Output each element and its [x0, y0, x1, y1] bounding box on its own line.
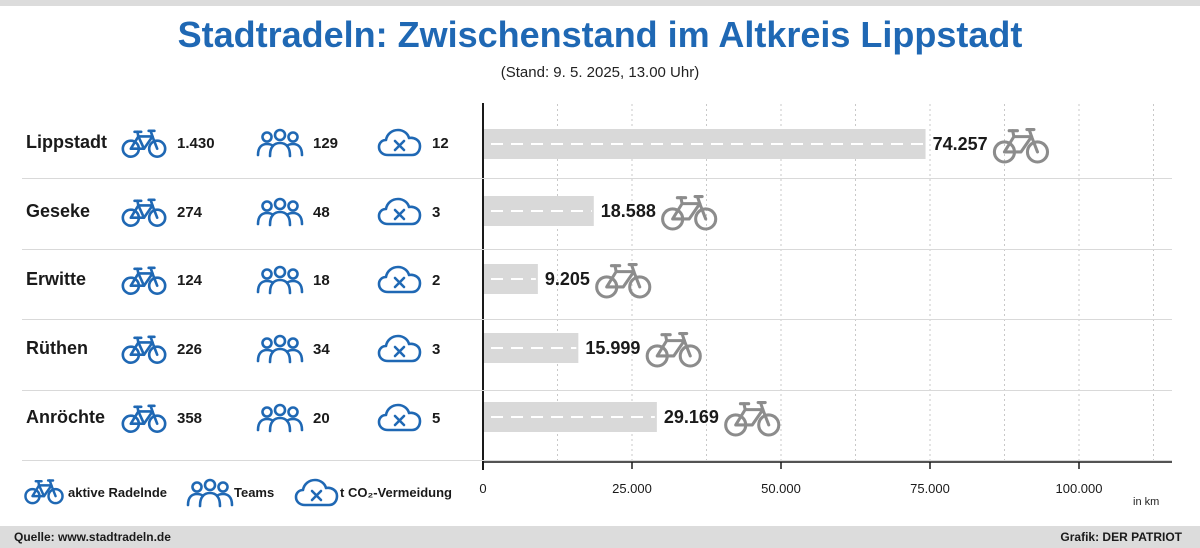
co2-value: 3: [432, 341, 441, 358]
group-icon: [256, 128, 304, 158]
riders-count: 226: [177, 341, 203, 358]
table-row: Lippstadt 1.430 129 12: [0, 128, 480, 160]
teams-count: 18: [313, 272, 330, 289]
bicycle-icon: [120, 334, 168, 366]
cloud-x-icon: [377, 403, 423, 433]
chart-subtitle: (Stand: 9. 5. 2025, 13.00 Uhr): [500, 64, 700, 81]
table-row: Erwitte 124 18 2: [0, 265, 480, 297]
x-tick-label: 100.000: [1056, 481, 1103, 496]
data-label: 15.999: [585, 338, 640, 358]
cloud-x-icon: [377, 197, 423, 227]
bicycle-icon: [24, 478, 64, 506]
municipality-name: Geseke: [26, 201, 91, 221]
legend-riders-label: aktive Radelnde: [68, 485, 167, 500]
x-tick-label: 0: [479, 481, 486, 496]
bicycle-icon: [992, 128, 1050, 164]
cloud-x-icon: [377, 128, 423, 158]
bicycle-icon: [120, 265, 168, 297]
row-separator: [22, 319, 1172, 320]
group-icon: [256, 265, 304, 295]
legend-riders: aktive Radelnde: [24, 478, 184, 506]
bar: [483, 402, 657, 432]
co2-value: 2: [432, 272, 441, 289]
legend-co2-label: t CO₂-Vermeidung: [340, 485, 452, 500]
row-separator: [22, 178, 1172, 179]
cloud-x-icon: [377, 265, 423, 295]
x-tick-label: 25.000: [612, 481, 652, 496]
row-separator: [22, 460, 1172, 461]
group-icon: [256, 334, 304, 364]
teams-count: 34: [313, 341, 330, 358]
row-separator: [22, 249, 1172, 250]
footer: Quelle: www.stadtradeln.de Grafik: DER P…: [0, 526, 1200, 548]
bicycle-icon: [724, 401, 781, 437]
riders-count: 274: [177, 204, 203, 221]
cloud-x-icon: [377, 334, 423, 364]
x-axis-unit: in km: [1133, 496, 1160, 508]
co2-value: 3: [432, 204, 441, 221]
data-label: 9.205: [545, 269, 590, 289]
co2-value: 12: [432, 135, 449, 152]
co2-value: 5: [432, 410, 441, 427]
x-tick-label: 75.000: [910, 481, 950, 496]
graphic-credit: Grafik: DER PATRIOT: [1060, 530, 1182, 544]
bicycle-icon: [120, 128, 168, 160]
chart-title: Stadtradeln: Zwischenstand im Altkreis L…: [177, 14, 1023, 55]
bicycle-icon: [120, 197, 168, 229]
bicycle-icon: [120, 403, 168, 435]
teams-count: 48: [313, 204, 330, 221]
x-tick-label: 50.000: [761, 481, 801, 496]
municipality-name: Lippstadt: [26, 132, 107, 152]
riders-count: 124: [177, 272, 203, 289]
group-icon: [256, 197, 304, 227]
riders-count: 1.430: [177, 135, 215, 152]
data-label: 18.588: [601, 201, 656, 221]
table-row: Anröchte 358 20 5: [0, 403, 480, 435]
legend-teams-label: Teams: [234, 485, 275, 500]
data-label: 29.169: [664, 407, 719, 427]
bicycle-icon: [645, 332, 702, 368]
bicycle-icon: [595, 263, 652, 299]
municipality-name: Rüthen: [26, 338, 88, 358]
group-icon: [256, 403, 304, 433]
table-row: Geseke 274 48 3: [0, 197, 480, 229]
top-band: [0, 0, 1200, 6]
riders-count: 358: [177, 410, 203, 427]
table-row: Rüthen 226 34 3: [0, 334, 480, 366]
bicycle-icon: [661, 195, 718, 231]
legend-teams: Teams: [186, 478, 286, 508]
source-credit: Quelle: www.stadtradeln.de: [14, 530, 171, 544]
row-separator: [22, 390, 1172, 391]
data-label: 74.257: [933, 134, 988, 154]
group-icon: [186, 478, 234, 508]
teams-count: 129: [313, 135, 339, 152]
cloud-x-icon: [294, 478, 340, 508]
teams-count: 20: [313, 410, 330, 427]
municipality-name: Anröchte: [26, 407, 106, 427]
legend-co2: t CO₂-Vermeidung: [294, 478, 474, 508]
municipality-name: Erwitte: [26, 269, 87, 289]
